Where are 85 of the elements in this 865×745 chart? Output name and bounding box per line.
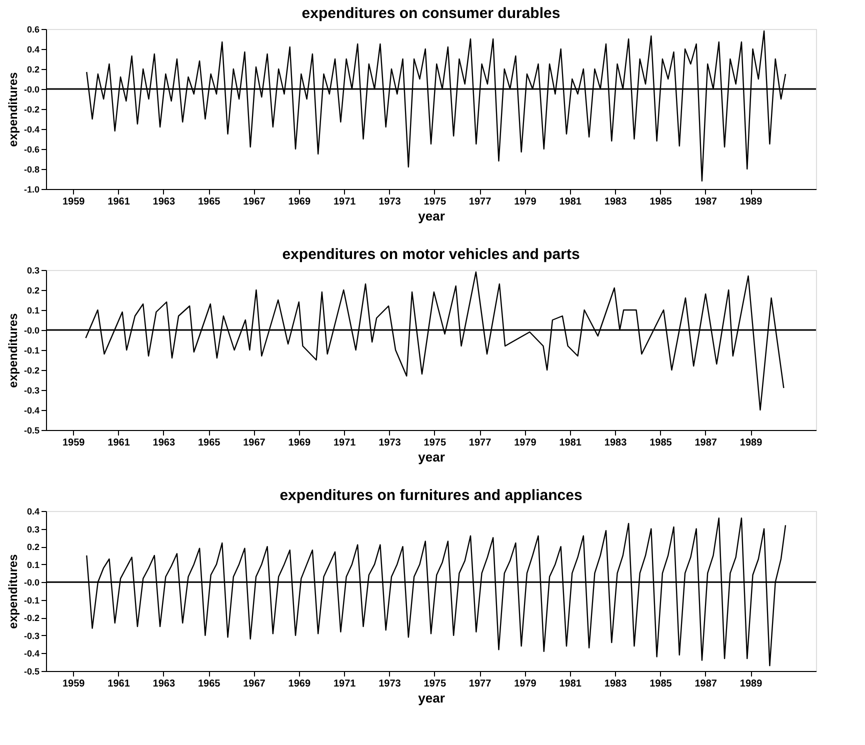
y-tick-label: -0.5: [24, 426, 40, 436]
x-tick-label: 1965: [198, 678, 221, 690]
y-tick-label: -0.2: [24, 366, 40, 376]
chart-title: expenditures on furnitures and appliances: [280, 487, 582, 504]
x-tick-label: 1979: [514, 678, 537, 690]
x-tick-label: 1963: [152, 196, 176, 208]
y-axis-title: expenditures: [6, 312, 20, 388]
x-axis-title: year: [418, 450, 445, 464]
x-tick-label: 1983: [604, 678, 628, 690]
y-tick-label: -0.1: [24, 346, 40, 356]
y-tick-label: -0.2: [24, 104, 40, 114]
x-tick-label: 1959: [62, 678, 86, 690]
y-tick-label: -0.5: [24, 666, 40, 676]
y-tick-label: -0.6: [24, 144, 40, 154]
y-tick-label: -0.4: [24, 124, 40, 134]
chart-title: expenditures on motor vehicles and parts: [282, 246, 580, 263]
x-tick-label: 1987: [694, 678, 718, 690]
y-tick-label: 0.6: [26, 24, 40, 34]
y-tick-label: 0.2: [26, 542, 40, 552]
x-tick-label: 1971: [333, 438, 356, 448]
x-tick-label: 1981: [559, 438, 582, 448]
x-tick-label: 1987: [694, 438, 718, 448]
x-tick-label: 1989: [740, 438, 763, 448]
chart-title: expenditures on consumer durables: [302, 5, 560, 22]
y-tick-label: 0.1: [26, 306, 40, 316]
x-tick-label: 1985: [650, 196, 672, 208]
x-tick-label: 1969: [288, 438, 311, 448]
x-tick-label: 1989: [740, 196, 763, 208]
y-tick-label: -0.0: [24, 84, 40, 94]
y-tick-label: -0.3: [24, 386, 40, 396]
y-tick-label: 0.4: [26, 44, 40, 54]
x-tick-label: 1965: [198, 196, 221, 208]
y-tick-label: -0.0: [24, 326, 40, 336]
x-tick-label: 1963: [152, 438, 176, 448]
x-tick-label: 1965: [198, 438, 221, 448]
x-tick-label: 1961: [108, 438, 130, 448]
x-tick-label: 1961: [108, 196, 130, 208]
x-tick-label: 1973: [378, 678, 402, 690]
x-tick-label: 1967: [243, 196, 266, 208]
x-tick-label: 1959: [62, 438, 86, 448]
y-tick-label: -0.4: [24, 406, 40, 416]
x-tick-label: 1973: [378, 438, 402, 448]
y-tick-label: -0.8: [24, 164, 40, 174]
x-tick-label: 1963: [152, 678, 176, 690]
x-tick-label: 1981: [559, 678, 582, 690]
y-tick-label: -0.1: [24, 595, 40, 606]
x-tick-label: 1987: [694, 196, 718, 208]
x-tick-label: 1983: [604, 438, 628, 448]
y-tick-label: 0.2: [26, 64, 40, 74]
x-tick-label: 1977: [468, 438, 492, 448]
y-tick-label: 0.4: [26, 506, 40, 516]
y-tick-label: -0.0: [24, 578, 40, 588]
x-tick-label: 1969: [288, 196, 311, 208]
x-tick-label: 1981: [559, 196, 582, 208]
x-tick-label: 1961: [108, 678, 130, 690]
x-tick-label: 1977: [468, 196, 492, 208]
y-tick-label: 0.1: [26, 560, 40, 570]
y-tick-label: 0.3: [26, 266, 40, 276]
y-tick-label: 0.2: [26, 286, 40, 296]
y-tick-label: -1.0: [24, 184, 40, 194]
x-tick-label: 1979: [514, 196, 537, 208]
x-axis-title: year: [418, 690, 445, 706]
x-tick-label: 1971: [333, 196, 356, 208]
x-tick-label: 1985: [650, 678, 672, 690]
x-tick-label: 1967: [243, 678, 266, 690]
y-tick-label: -0.2: [24, 613, 40, 624]
x-tick-label: 1969: [288, 678, 311, 690]
x-tick-label: 1975: [424, 438, 446, 448]
y-tick-label: 0.3: [26, 524, 40, 534]
x-tick-label: 1989: [740, 678, 763, 690]
x-tick-label: 1971: [333, 678, 356, 690]
x-tick-label: 1975: [424, 196, 446, 208]
y-tick-label: -0.3: [24, 630, 40, 641]
x-tick-label: 1967: [243, 438, 266, 448]
x-tick-label: 1959: [62, 196, 86, 208]
x-tick-label: 1973: [378, 196, 402, 208]
y-axis-title: expenditures: [6, 554, 20, 629]
y-tick-label: -0.4: [24, 648, 40, 659]
x-tick-label: 1977: [468, 678, 492, 690]
x-tick-label: 1983: [604, 196, 628, 208]
x-tick-label: 1975: [424, 678, 446, 690]
x-tick-label: 1985: [650, 438, 672, 448]
y-axis-title: expenditures: [6, 72, 20, 147]
x-axis-title: year: [418, 208, 445, 224]
x-tick-label: 1979: [514, 438, 537, 448]
